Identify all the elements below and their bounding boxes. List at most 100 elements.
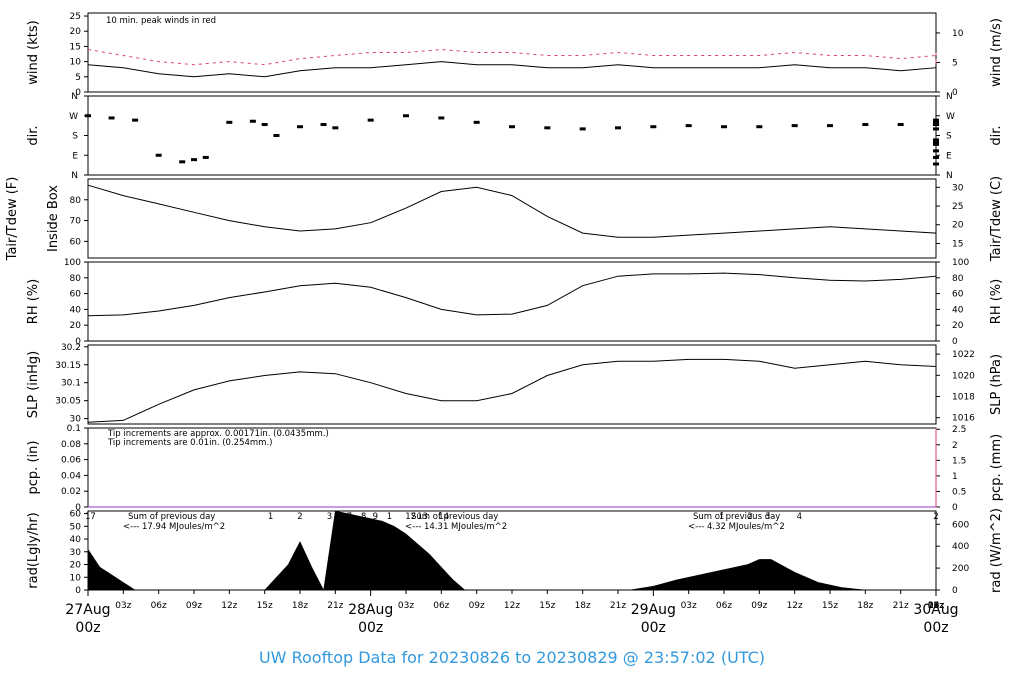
data-point: [933, 138, 939, 142]
y-axis-label-right: dir.: [989, 125, 1004, 145]
y-tick-label: 0.04: [61, 471, 81, 481]
data-point: [191, 158, 197, 162]
data-point: [756, 125, 763, 129]
x-tick-label: 18z: [575, 601, 591, 611]
y-tick-right-label: 0: [952, 337, 958, 347]
x-tick-label: 12z: [504, 601, 520, 611]
radiation-area: [87, 510, 937, 591]
y-tick-label: 0.06: [61, 456, 81, 466]
x-day-time-label: 00z: [923, 620, 948, 636]
panel-annotation: 10 min. peak winds in red: [106, 16, 216, 26]
data-point: [332, 126, 339, 130]
data-point: [933, 118, 939, 122]
x-tick-label: 12z: [928, 601, 944, 611]
data-point: [579, 127, 586, 131]
data-point: [933, 120, 939, 124]
y-tick-right-label: S: [946, 132, 952, 142]
y-tick-label: 25: [70, 12, 81, 22]
y-tick-label: 0.1: [67, 424, 81, 434]
data-point: [320, 123, 327, 127]
x-tick-label: 15z: [822, 601, 838, 611]
x-tick-label: 06z: [433, 601, 449, 611]
y-axis-label-left: pcp. (in): [26, 441, 41, 495]
y-tick-right-label: 10: [952, 29, 964, 39]
y-tick-label: 0: [75, 88, 81, 98]
data-point: [249, 119, 256, 123]
x-tick-label: 03z: [681, 601, 697, 611]
y-axis-label-left: dir.: [26, 125, 41, 145]
y-tick-right-label: 0: [952, 88, 958, 98]
hour-label: 8: [361, 512, 366, 522]
y-tick-label: 30.2: [61, 343, 81, 353]
y-tick-label: 0: [75, 586, 81, 596]
y-tick-label: N: [71, 92, 78, 102]
y-tick-right-label: N: [946, 92, 953, 102]
y-axis-label-left: SLP (inHg): [26, 351, 41, 419]
day-sum-label: Sum of previous day: [693, 512, 780, 522]
y-tick-right-label: 1020: [952, 371, 975, 381]
day-sum-label: Sum of previous day: [128, 512, 215, 522]
x-tick-label: 12z: [221, 601, 237, 611]
x-tick-label: 18z: [857, 601, 873, 611]
data-point: [155, 153, 162, 157]
data-point: [544, 126, 551, 130]
hour-label: 1: [268, 512, 273, 522]
series-line-wind-0: [87, 61, 937, 78]
y-tick-label: 40: [70, 305, 82, 315]
panel-annotation: Tip increments are 0.01in. (0.254mm.): [107, 438, 272, 448]
y-tick-label: 60: [70, 237, 82, 247]
data-point: [108, 116, 115, 120]
x-day-time-label: 00z: [75, 620, 100, 636]
x-tick-label: 21z: [928, 601, 944, 611]
data-point: [473, 120, 480, 124]
hour-label: 2: [297, 512, 302, 522]
x-tick-label: 15z: [539, 601, 555, 611]
series-line-tair-0: [87, 184, 937, 240]
panel-annotation: Tip increments are approx. 0.00171in. (0…: [107, 429, 329, 439]
y-axis-label-right: wind (m/s): [989, 18, 1004, 87]
y-tick-right-label: W: [946, 112, 955, 122]
y-tick-right-label: N: [946, 171, 953, 181]
y-axis-label-right: rad (W/m^2): [989, 508, 1004, 593]
y-tick-right-label: 1022: [952, 350, 975, 360]
y-tick-label: 80: [70, 274, 82, 284]
data-point: [933, 162, 939, 166]
x-tick-label: 12z: [787, 601, 803, 611]
panel-slp: [84, 344, 940, 425]
data-point: [273, 134, 280, 137]
y-tick-right-label: 600: [952, 520, 969, 530]
y-tick-right-label: 0: [952, 586, 958, 596]
hour-label: 2: [933, 512, 938, 522]
x-tick-label: 21z: [610, 601, 626, 611]
y-tick-right-label: 0.5: [952, 487, 966, 497]
hour-label: 3: [327, 512, 332, 522]
chart-title: UW Rooftop Data for 20230826 to 20230829…: [258, 648, 766, 667]
y-tick-label: 60: [70, 290, 82, 300]
y-axis-label-left: RH (%): [26, 279, 41, 324]
y-tick-label: 5: [75, 73, 81, 83]
day-sum-value: <--- 14.31 MJoules/m^2: [405, 522, 507, 532]
x-tick-label: 15z: [928, 601, 944, 611]
data-point: [862, 123, 869, 127]
day-sum-label: Sum of previous day: [411, 512, 498, 522]
y-tick-right-label: 2.5: [952, 425, 966, 435]
x-tick-label: 03z: [115, 601, 131, 611]
y-tick-label: 0.08: [61, 440, 81, 450]
x-tick-label: 09z: [751, 601, 767, 611]
y-tick-right-label: 5: [952, 58, 958, 68]
x-tick-label: 15z: [257, 601, 273, 611]
panel-frame: [87, 261, 937, 342]
x-tick-label: 03z: [928, 601, 944, 611]
y-tick-right-label: 20: [952, 221, 964, 231]
y-axis-label-right: Tair/Tdew (C): [989, 176, 1004, 262]
hour-label: 17: [85, 512, 96, 522]
y-axis-label-right: SLP (hPa): [989, 354, 1004, 415]
y-tick-label: 30.05: [55, 397, 81, 407]
y-tick-label: N: [71, 171, 78, 181]
series-line-rh-0: [87, 268, 937, 317]
y-tick-label: S: [72, 132, 78, 142]
data-point: [367, 118, 374, 122]
data-point: [297, 125, 303, 129]
data-point: [132, 118, 139, 122]
